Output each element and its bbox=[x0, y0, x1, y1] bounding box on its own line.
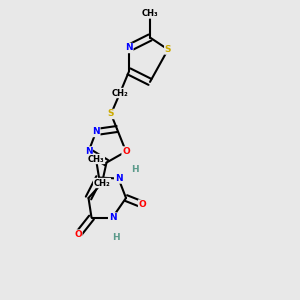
Text: S: S bbox=[165, 45, 171, 54]
Text: H: H bbox=[112, 232, 119, 242]
Text: O: O bbox=[139, 200, 146, 209]
Text: CH₃: CH₃ bbox=[88, 154, 104, 164]
Text: N: N bbox=[125, 44, 133, 52]
Text: CH₂: CH₂ bbox=[112, 88, 128, 98]
Text: CH₂: CH₂ bbox=[94, 178, 110, 188]
Text: H: H bbox=[131, 165, 139, 174]
Text: N: N bbox=[115, 174, 122, 183]
Text: N: N bbox=[109, 213, 116, 222]
Text: CH₃: CH₃ bbox=[142, 9, 158, 18]
Text: S: S bbox=[108, 110, 114, 118]
Text: O: O bbox=[122, 147, 130, 156]
Text: N: N bbox=[85, 147, 92, 156]
Text: O: O bbox=[74, 230, 82, 239]
Text: N: N bbox=[92, 128, 100, 136]
